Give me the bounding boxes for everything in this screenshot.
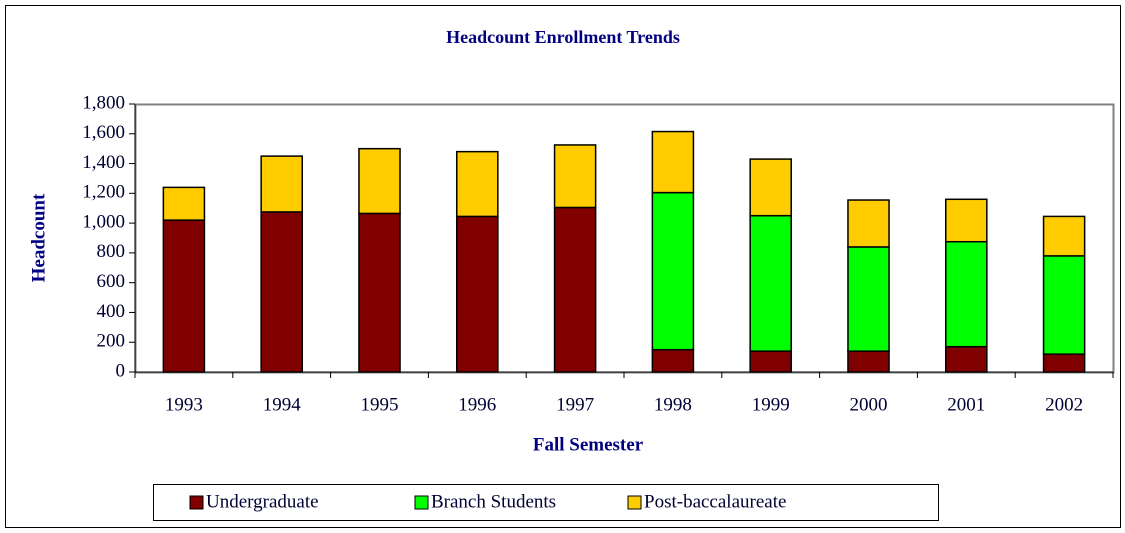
legend-label: Undergraduate bbox=[206, 491, 319, 512]
y-tick-label: 1,800 bbox=[82, 92, 125, 113]
legend bbox=[153, 484, 939, 521]
x-tick-label: 1999 bbox=[752, 394, 790, 415]
y-tick-label: 0 bbox=[116, 360, 126, 381]
y-tick-label: 1,000 bbox=[82, 211, 125, 232]
bar-segment bbox=[553, 144, 597, 209]
x-tick-label: 1995 bbox=[361, 394, 399, 415]
bar-segment bbox=[1042, 255, 1086, 355]
bar-segment bbox=[358, 212, 401, 373]
x-tick-label: 1993 bbox=[165, 394, 203, 415]
bar-segment bbox=[945, 240, 988, 348]
bar-segment bbox=[945, 198, 988, 243]
y-tick-label: 1,600 bbox=[82, 122, 125, 143]
bar-segment bbox=[847, 350, 890, 373]
bar-segment bbox=[749, 214, 792, 352]
x-tick-label: 1997 bbox=[556, 394, 594, 415]
bar-segment bbox=[358, 147, 401, 215]
bar-segment bbox=[162, 219, 206, 373]
bar-segment bbox=[162, 186, 206, 221]
bar-segment bbox=[847, 199, 890, 248]
bar-segment bbox=[260, 155, 303, 213]
bar-segment bbox=[945, 345, 988, 373]
y-tick-label: 200 bbox=[97, 331, 126, 352]
x-tick-label: 1994 bbox=[263, 394, 302, 415]
legend-swatch bbox=[627, 495, 642, 510]
x-axis-label: Fall Semester bbox=[533, 434, 644, 455]
bar-segment bbox=[553, 206, 597, 373]
bar-segment bbox=[456, 150, 499, 218]
bar-segment bbox=[847, 246, 890, 352]
x-tick-label: 1996 bbox=[458, 394, 496, 415]
x-tick-label: 2001 bbox=[947, 394, 985, 415]
x-tick-label: 2000 bbox=[850, 394, 888, 415]
bar-segment bbox=[651, 191, 695, 351]
legend-swatch bbox=[189, 495, 204, 510]
x-tick-label: 2002 bbox=[1045, 394, 1083, 415]
bar-segment bbox=[749, 158, 792, 217]
bar-segment bbox=[1042, 215, 1086, 257]
legend-label: Post-baccalaureate bbox=[644, 491, 786, 512]
y-tick-label: 600 bbox=[97, 271, 126, 292]
chart-title: Headcount Enrollment Trends bbox=[446, 27, 680, 47]
y-tick-label: 800 bbox=[97, 241, 126, 262]
legend-swatch bbox=[414, 495, 429, 510]
bar-segment bbox=[456, 215, 499, 373]
y-tick-label: 400 bbox=[97, 301, 126, 322]
legend-label: Branch Students bbox=[431, 491, 556, 512]
bar-segment bbox=[749, 350, 792, 373]
y-axis-label: Headcount bbox=[28, 193, 49, 282]
bar-segment bbox=[651, 348, 695, 373]
y-tick-label: 1,400 bbox=[82, 152, 125, 173]
bar-segment bbox=[651, 130, 695, 194]
x-tick-label: 1998 bbox=[654, 394, 692, 415]
y-tick-label: 1,200 bbox=[82, 182, 125, 203]
bar-segment bbox=[1042, 353, 1086, 373]
bar-segment bbox=[260, 211, 303, 373]
